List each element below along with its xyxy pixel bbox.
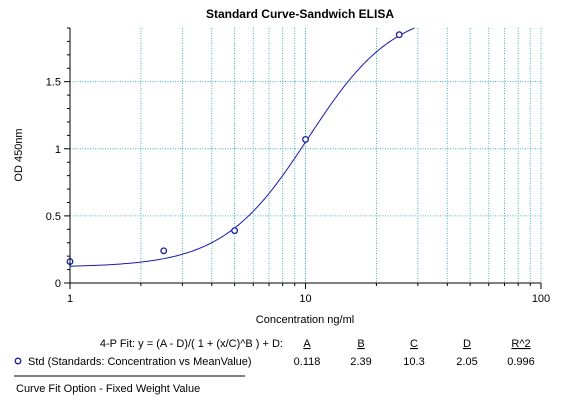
param-value-r2: 0.996 [507, 356, 535, 368]
legend-row-label: Std (Standards: Concentration vs MeanVal… [28, 356, 252, 368]
param-value-b: 2.39 [350, 356, 371, 368]
axes [64, 27, 542, 289]
param-header-a: A [303, 338, 311, 350]
curve-fit-option-note: Curve Fit Option - Fixed Weight Value [16, 383, 200, 395]
fit-curve [69, 27, 415, 267]
y-axis-label: OD 450nm [13, 128, 25, 181]
x-tick-label: 1 [67, 293, 73, 305]
param-header-c: C [410, 338, 418, 350]
param-header-r2: R^2 [511, 338, 530, 350]
y-tick-label: 1.5 [46, 77, 61, 89]
y-tick-label: 1 [55, 144, 61, 156]
y-tick-label: 0 [55, 278, 61, 290]
fit-equation: 4-P Fit: y = (A - D)/( 1 + (x/C)^B ) + D… [100, 338, 283, 350]
x-tick-label: 10 [299, 293, 311, 305]
data-point [160, 247, 168, 255]
param-value-a: 0.118 [294, 356, 321, 368]
x-axis-label: Concentration ng/ml [256, 314, 354, 326]
data-point [395, 31, 403, 39]
param-value-c: 10.3 [403, 356, 424, 368]
param-header-d: D [463, 338, 471, 350]
data-point [302, 135, 309, 143]
x-tick-label: 100 [532, 293, 550, 305]
y-tick-label: 0.5 [46, 211, 61, 223]
data-point [231, 227, 239, 235]
fit-results-table: 4-P Fit: y = (A - D)/( 1 + (x/C)^B ) + D… [14, 338, 535, 368]
param-value-d: 2.05 [456, 356, 477, 368]
chart-title: Standard Curve-Sandwich ELISA [206, 7, 394, 21]
param-header-b: B [357, 338, 364, 350]
legend-marker [14, 357, 22, 365]
tick-labels: 1 10 100 0 0.5 1 1.5 [46, 77, 550, 305]
fit-curve-layer [69, 27, 415, 267]
grid [70, 28, 542, 283]
